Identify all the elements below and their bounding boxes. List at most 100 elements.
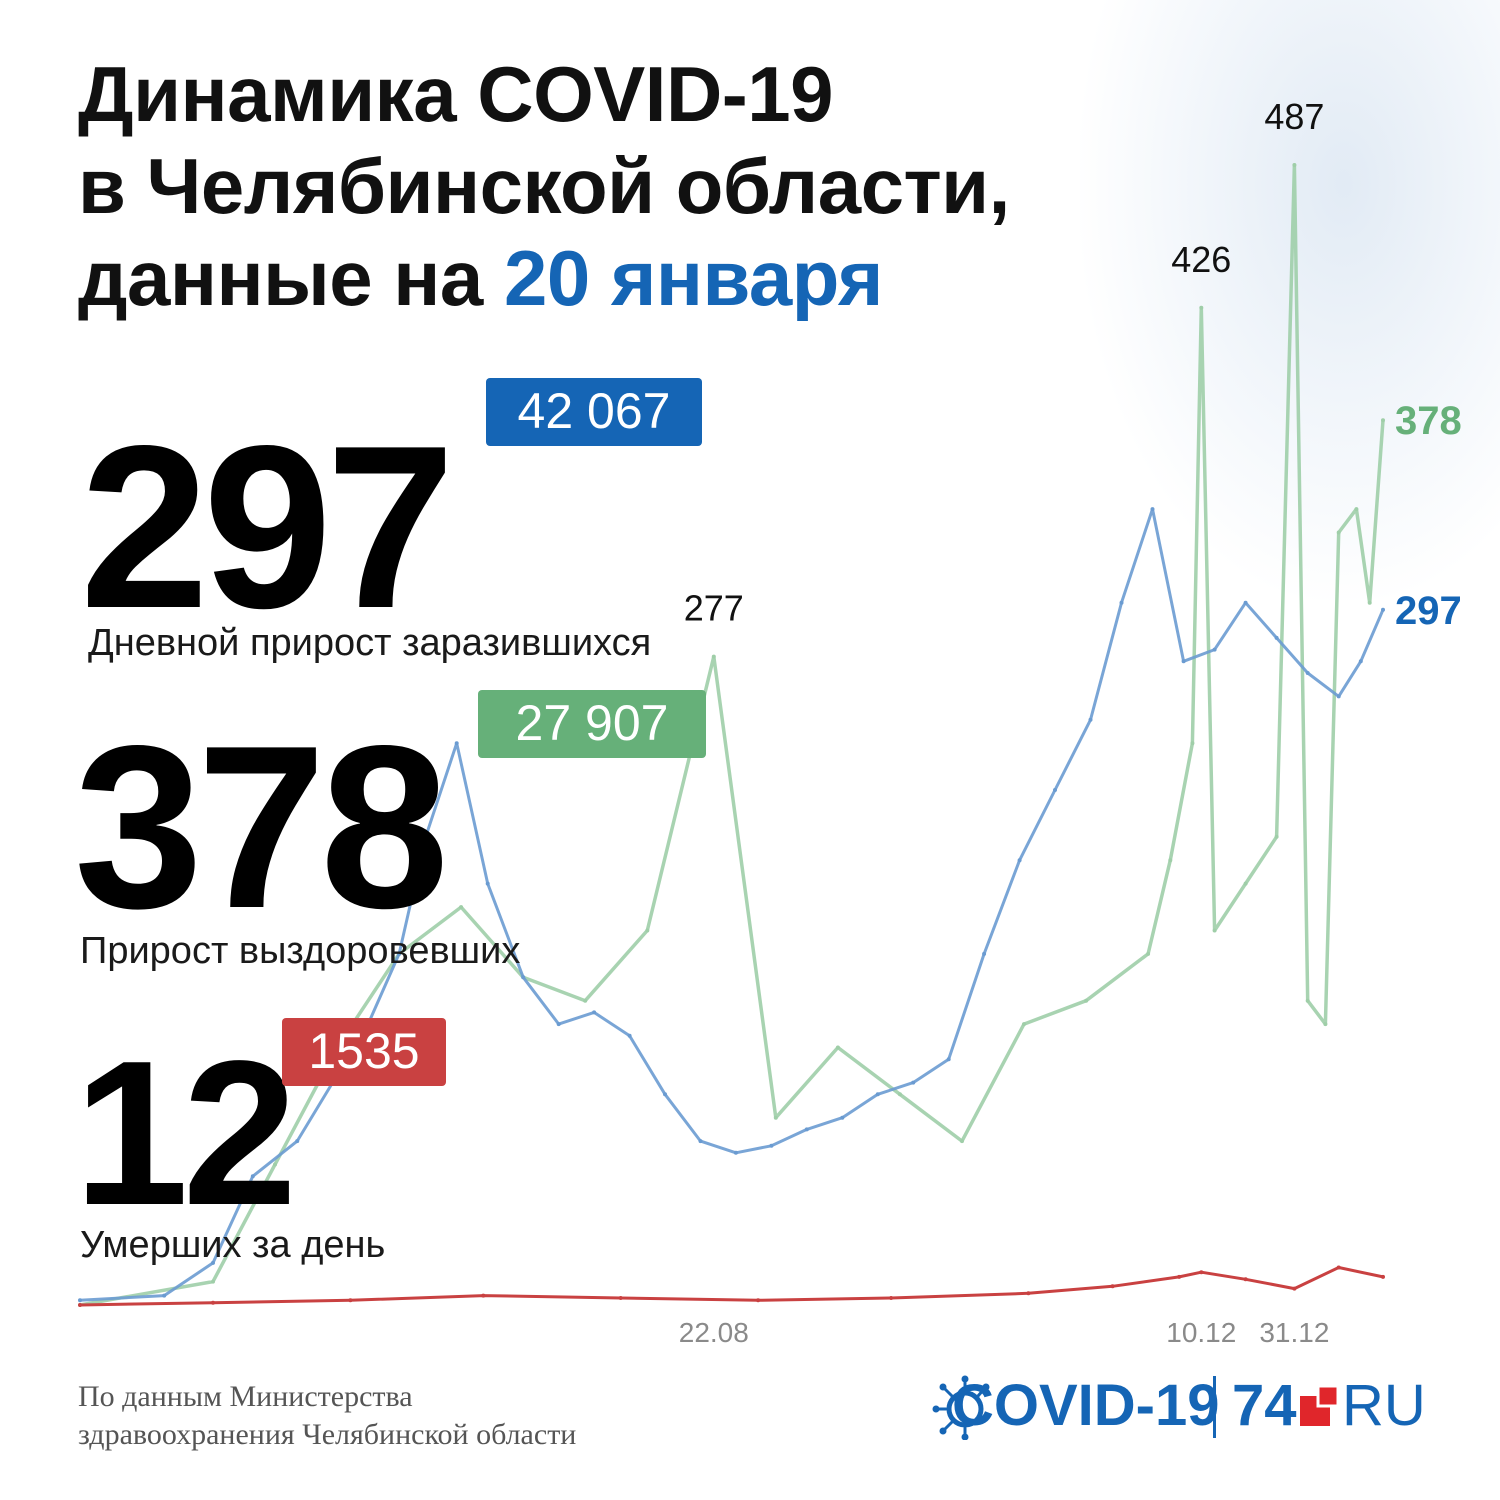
data-point-cases (1305, 671, 1310, 675)
virus-icon (932, 1375, 990, 1440)
data-point-cases (78, 1298, 82, 1303)
logo-divider (1213, 1376, 1216, 1438)
data-point-deaths (1026, 1291, 1031, 1296)
data-point-cases (211, 1260, 215, 1265)
data-point-cases (1336, 694, 1341, 699)
data-point-cases (556, 1022, 561, 1027)
logo-ru-text: RU (1342, 1373, 1426, 1438)
logo-covid-text: COVID-19 (952, 1373, 1220, 1438)
data-point-recovered (1305, 998, 1310, 1003)
data-point-cases (162, 1293, 167, 1298)
data-point-deaths (1336, 1265, 1341, 1270)
data-point-recovered (1146, 951, 1151, 956)
data-point-recovered (835, 1045, 840, 1050)
data-point-recovered (1354, 507, 1359, 512)
data-point-recovered (583, 998, 588, 1003)
page-title: Динамика COVID-19 в Челябинской области,… (78, 48, 1010, 324)
data-point-deaths (348, 1298, 353, 1303)
daily-recovered-label: Прирост выздоровевших (80, 930, 521, 972)
data-point-cases (733, 1150, 738, 1155)
data-point-cases (1212, 647, 1217, 652)
data-point-recovered (960, 1139, 964, 1144)
data-label-recovered: 487 (1264, 96, 1324, 137)
daily-recovered-value: 378 (74, 698, 449, 957)
data-point-recovered (1212, 928, 1217, 933)
data-point-cases (1181, 659, 1186, 664)
data-point-deaths (889, 1296, 894, 1300)
daily-deaths-label: Умерших за день (80, 1224, 386, 1266)
data-label-cases: 297 (1395, 589, 1462, 633)
data-point-recovered (897, 1092, 902, 1097)
data-point-cases (397, 951, 402, 956)
data-point-deaths (1243, 1277, 1248, 1282)
series-line-recovered (78, 163, 1385, 1307)
data-point-recovered (1084, 998, 1089, 1003)
daily-deaths-value: 12 (74, 1018, 297, 1248)
x-tick-label: 22.08 (679, 1317, 749, 1348)
data-point-recovered (1190, 741, 1195, 746)
total-deaths-badge: 1535 (282, 1018, 446, 1086)
data-label-recovered: 277 (684, 588, 744, 629)
data-point-cases (840, 1115, 845, 1120)
data-point-recovered (645, 928, 650, 933)
total-cases-badge: 42 067 (486, 378, 702, 446)
data-label-recovered: 378 (1395, 399, 1462, 443)
data-point-cases (663, 1092, 667, 1097)
data-point-recovered (273, 1162, 277, 1167)
data-point-cases (982, 951, 987, 956)
data-point-cases (627, 1033, 632, 1038)
title-date: 20 января (503, 234, 884, 322)
data-point-cases (485, 881, 490, 886)
daily-cases-label: Дневной прирост заразившихся (88, 622, 652, 664)
data-point-cases (911, 1080, 916, 1085)
data-point-cases (769, 1143, 774, 1148)
data-point-recovered (1323, 1022, 1328, 1027)
x-tick-label: 10.12 (1166, 1317, 1236, 1348)
data-point-recovered (459, 905, 464, 910)
source-note: По данным Министерства здравоохранения Ч… (78, 1378, 576, 1454)
data-point-deaths (1110, 1284, 1115, 1289)
data-point-cases (1119, 600, 1124, 605)
data-point-cases (698, 1139, 703, 1144)
data-point-recovered (1274, 834, 1279, 839)
data-point-recovered (1199, 305, 1204, 310)
title-line-3-prefix: данные на (78, 234, 504, 322)
data-point-recovered (1367, 600, 1372, 605)
data-point-cases (454, 741, 459, 746)
total-recovered-badge: 27 907 (478, 690, 706, 758)
data-point-recovered (1336, 530, 1341, 535)
title-line-2: в Челябинской области, (78, 142, 1010, 230)
title-line-3: данные на 20 января (78, 232, 1010, 324)
data-point-cases (1088, 717, 1093, 722)
logo-74-text: 74 (1232, 1373, 1297, 1438)
data-point-deaths (481, 1293, 486, 1298)
data-point-cases (1358, 659, 1363, 664)
data-point-cases (592, 1010, 597, 1015)
data-point-cases (1243, 600, 1248, 605)
data-point-cases (521, 975, 526, 980)
data-point-cases (423, 834, 428, 839)
data-point-cases (250, 1174, 255, 1179)
data-point-cases (1150, 507, 1155, 512)
data-point-cases (1053, 788, 1057, 792)
data-point-recovered (773, 1115, 778, 1120)
source-line-1: По данным Министерства (78, 1380, 413, 1413)
data-point-deaths (1177, 1274, 1182, 1279)
data-point-recovered (711, 654, 716, 659)
data-point-recovered (1022, 1022, 1026, 1027)
daily-cases-value: 297 (80, 398, 455, 657)
data-point-deaths (211, 1300, 215, 1305)
data-point-cases (1381, 607, 1385, 612)
data-point-recovered (1292, 163, 1297, 167)
data-point-deaths (1381, 1274, 1385, 1279)
data-point-recovered (1168, 858, 1173, 863)
x-tick-label: 31.12 (1259, 1317, 1329, 1348)
covid-74ru-logo: COVID-19 74 RU (932, 1372, 1452, 1440)
data-point-deaths (1199, 1270, 1204, 1275)
data-point-cases (804, 1127, 809, 1132)
title-line-1: Динамика COVID-19 (78, 50, 834, 138)
data-point-cases (1274, 635, 1279, 640)
source-line-2: здравоохранения Челябинской области (78, 1418, 577, 1451)
